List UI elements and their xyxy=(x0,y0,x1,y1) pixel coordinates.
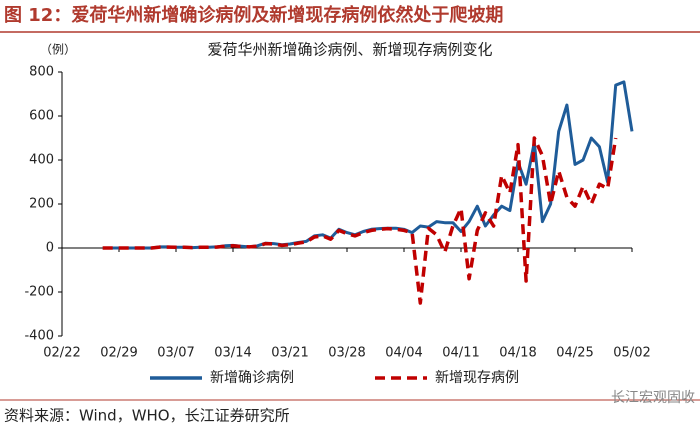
y-unit: （例） xyxy=(40,43,76,57)
x-tick-label: 02/22 xyxy=(43,346,80,361)
watermark: 长江宏观固收 xyxy=(611,390,695,406)
x-tick-label: 04/25 xyxy=(556,346,593,361)
x-tick-label: 03/28 xyxy=(328,346,365,361)
series-line xyxy=(102,80,634,250)
y-tick-label: 400 xyxy=(29,153,54,168)
x-tick-label: 03/14 xyxy=(214,346,251,361)
y-tick-label: 600 xyxy=(29,109,54,124)
x-tick-label: 04/11 xyxy=(442,346,479,361)
x-tick-label: 03/21 xyxy=(271,346,308,361)
y-tick-label: 0 xyxy=(46,241,54,256)
x-tick-label: 02/29 xyxy=(100,346,137,361)
series-line xyxy=(102,136,618,305)
figure-title: 图 12：爱荷华州新增确诊病例及新增现存病例依然处于爬坡期 xyxy=(4,4,503,26)
x-tick-label: 04/04 xyxy=(385,346,422,361)
y-tick-label: -400 xyxy=(24,329,54,344)
y-tick-label: -200 xyxy=(24,285,54,300)
y-tick-label: 800 xyxy=(29,65,54,80)
source: 资料来源：Wind，WHO，长江证券研究所 xyxy=(4,407,290,425)
legend-label: 新增确诊病例 xyxy=(210,370,294,386)
x-tick-label: 04/18 xyxy=(499,346,536,361)
x-tick-label: 05/02 xyxy=(613,346,650,361)
x-tick-label: 03/07 xyxy=(157,346,194,361)
chart-title: 爱荷华州新增确诊病例、新增现存病例变化 xyxy=(207,41,492,59)
y-tick-label: 200 xyxy=(29,197,54,212)
legend-label: 新增现存病例 xyxy=(435,370,519,386)
